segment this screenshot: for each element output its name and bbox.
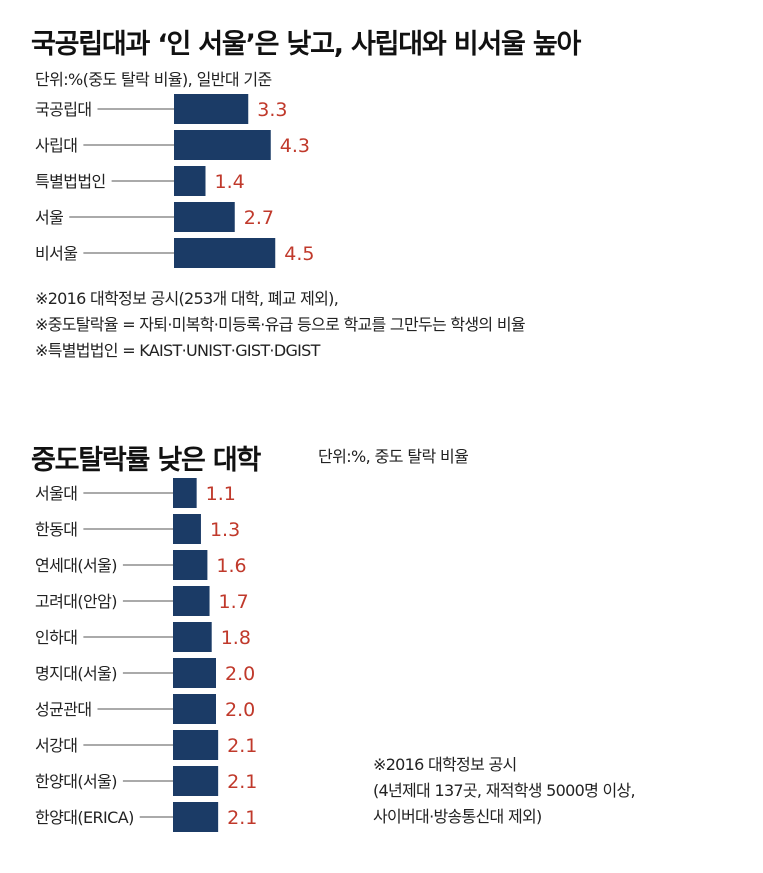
chart-2-category-label: 인하대 [35,628,77,647]
chart-2-category-label: 한동대 [35,520,77,539]
chart-2-value-label: 2.1 [227,735,257,757]
chart-2-note: (4년제대 137곳, 재적학생 5000명 이상, [373,781,636,800]
chart-1-category-label: 사립대 [35,136,77,155]
chart-2-value-label: 1.3 [210,519,240,541]
chart-2-category-label: 성균관대 [35,700,91,719]
chart-2-bar [173,550,208,580]
chart-1-bar [174,94,249,124]
chart-2-value-label: 1.6 [216,555,246,577]
chart-2-category-label: 명지대(서울) [35,664,117,683]
chart-1-category-label: 국공립대 [35,100,91,119]
chart-2-bar [173,514,201,544]
chart-1-value-label: 3.3 [257,99,287,121]
chart-1-bar [174,166,206,196]
chart-1-value-label: 4.5 [284,243,314,265]
chart-2-category-label: 연세대(서울) [35,556,117,575]
chart-1-note: ※특별법법인 = KAIST·UNIST·GIST·DGIST [35,341,320,360]
chart-1-bars: 국공립대 3.3 사립대 4.3 특별법법인 1.4 서울 2.7 비서울 4.5 [35,94,314,268]
chart-2-value-label: 1.1 [206,483,236,505]
chart-1-category-label: 특별법법인 [35,172,106,191]
chart-2-bars: 서울대 1.1 한동대 1.3 연세대(서울) 1.6 고려대(안암) 1.7 인하대 1.8 명지… [35,478,257,832]
chart-1-subtitle: 단위:%(중도 탈락 비율), 일반대 기준 [35,70,272,89]
chart-1-bar [174,202,235,232]
chart-1-category-label: 비서울 [35,244,77,263]
chart-2-category-label: 고려대(안암) [35,592,117,611]
chart-2-value-label: 1.7 [219,591,249,613]
chart-1-value-label: 4.3 [280,135,310,157]
chart-1-bar [174,238,276,268]
chart-2-notes: ※2016 대학정보 공시 (4년제대 137곳, 재적학생 5000명 이상,… [373,752,636,830]
chart-1-title: 국공립대과 ‘인 서울’은 낮고, 사립대와 비서울 높아 [31,29,581,60]
chart-2-unit: 단위:%, 중도 탈락 비율 [318,447,469,466]
chart-2-bar [173,478,197,508]
chart-2-category-label: 한양대(ERICA) [35,808,134,827]
chart-1-note: ※중도탈락율 = 자퇴·미복학·미등록·유급 등으로 학교를 그만두는 학생의 … [35,315,526,334]
chart-2-bar [173,766,219,796]
chart-2-bar [173,802,219,832]
chart-1-note: ※2016 대학정보 공시(253개 대학, 폐교 제외), [35,289,339,308]
chart-2-bar [173,658,216,688]
chart-2-bar [173,730,219,760]
chart-2-value-label: 1.8 [221,627,251,649]
chart-1-notes: ※2016 대학정보 공시(253개 대학, 폐교 제외), ※중도탈락율 = … [35,286,526,364]
chart-2-category-label: 서강대 [35,736,77,755]
chart-2-title: 중도탈락률 낮은 대학 [31,445,261,476]
chart-2-note: 사이버대·방송통신대 제외) [373,807,542,826]
chart-1-value-label: 2.7 [244,207,274,229]
chart-2-bar [173,694,216,724]
chart-1-bar [174,130,271,160]
chart-1-value-label: 1.4 [215,171,245,193]
chart-2-value-label: 2.1 [227,807,257,829]
chart-2-note: ※2016 대학정보 공시 [373,755,517,774]
chart-2-value-label: 2.0 [225,663,255,685]
chart-2-value-label: 2.1 [227,771,257,793]
chart-1-category-label: 서울 [35,208,63,227]
chart-2-category-label: 서울대 [35,484,77,503]
chart-2-value-label: 2.0 [225,699,255,721]
chart-2-bar [173,586,210,616]
chart-2-bar [173,622,212,652]
chart-2-category-label: 한양대(서울) [35,772,117,791]
